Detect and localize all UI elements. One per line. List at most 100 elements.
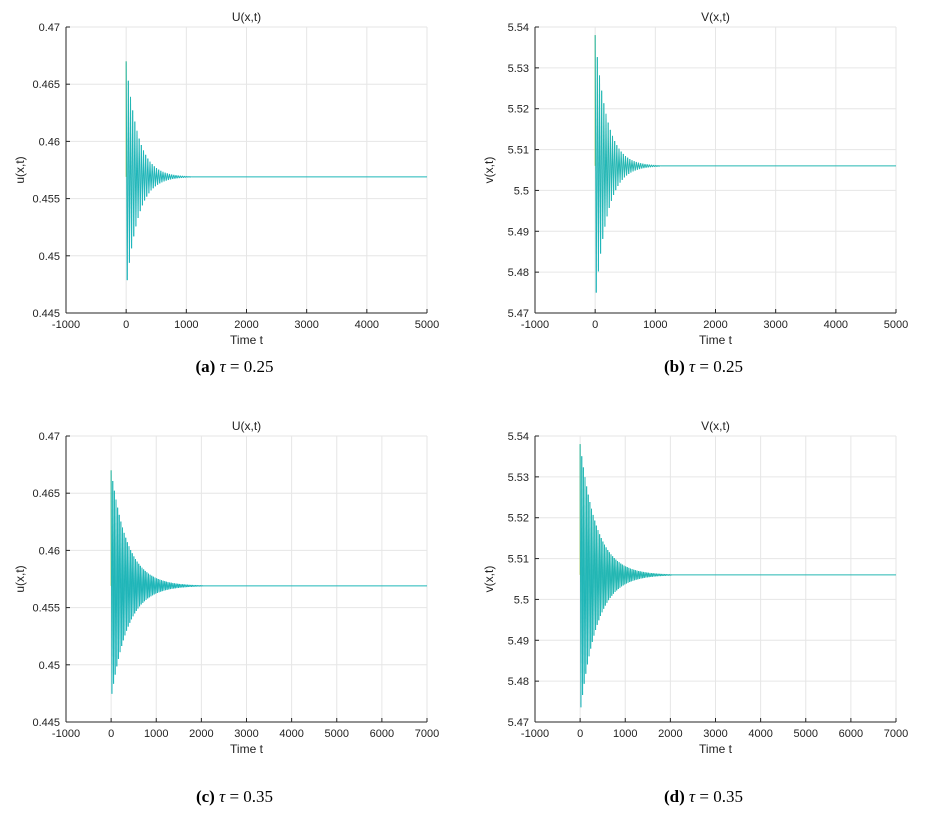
x-tick-label-c-4: 3000 — [234, 728, 258, 740]
caption-b: (b) τ = 0.25 — [469, 357, 938, 377]
x-tick-label-c-8: 7000 — [415, 728, 439, 740]
x-tick-label-b-3: 2000 — [703, 319, 727, 331]
chart-a-svg: -1000 0 1000 2000 3000 4000 5000 0.445 0.45 0.455… — [13, 10, 439, 347]
x-tick-label-a-0: -1000 — [52, 319, 80, 331]
y-tick-label-c-0: 0.445 — [32, 717, 60, 729]
y-tick-label-d-0: 5.47 — [508, 717, 529, 729]
y-tick-label-b-5: 5.52 — [508, 104, 529, 116]
series-segment-b — [658, 165, 661, 167]
x-tick-label-a-5: 4000 — [355, 319, 379, 331]
chart-d-svg: -1000 0 1000 2000 3000 4000 5000 6000 7000 5.47 5.… — [482, 419, 908, 756]
y-tick-label-b-3: 5.5 — [514, 185, 529, 197]
x-tick-label-d-7: 6000 — [839, 728, 863, 740]
series-segment-a — [189, 176, 192, 178]
x-tick-label-c-7: 6000 — [370, 728, 394, 740]
x-tick-label-b-5: 4000 — [824, 319, 848, 331]
caption-b-symbol: τ — [689, 357, 696, 376]
series-segment-c — [201, 585, 204, 587]
chart-panel-b: -1000 0 1000 2000 3000 4000 5000 5.47 5.48 5.49 5.… — [469, 0, 938, 409]
y-axis-label-b: v(x,t) — [482, 157, 496, 184]
y-tick-label-a-1: 0.45 — [39, 251, 60, 263]
y-tick-label-a-4: 0.465 — [32, 79, 60, 91]
caption-a: (a) τ = 0.25 — [0, 357, 469, 377]
x-tick-label-a-2: 1000 — [174, 319, 198, 331]
chart-panel-a: -1000 0 1000 2000 3000 4000 5000 0.445 0.45 0.455… — [0, 0, 469, 409]
y-tick-label-d-3: 5.5 — [514, 594, 529, 606]
chart-panel-c: -1000 0 1000 2000 3000 4000 5000 6000 7000 0.445 0… — [0, 409, 469, 818]
x-tick-label-a-3: 2000 — [234, 319, 258, 331]
y-tick-label-a-3: 0.46 — [39, 136, 60, 148]
y-tick-label-c-5: 0.47 — [39, 431, 60, 443]
series-b — [594, 35, 896, 293]
y-tick-label-d-6: 5.53 — [508, 472, 529, 484]
x-tick-label-c-0: -1000 — [52, 728, 80, 740]
caption-c-value: = 0.35 — [225, 787, 274, 806]
x-tick-label-d-1: 0 — [577, 728, 583, 740]
series-c — [110, 470, 427, 694]
caption-d: (d) τ = 0.35 — [469, 787, 938, 807]
caption-d-label: (d) — [664, 787, 685, 806]
y-tick-label-b-0: 5.47 — [508, 308, 529, 320]
y-tick-label-a-0: 0.445 — [32, 308, 60, 320]
x-tick-label-d-8: 7000 — [884, 728, 908, 740]
x-tick-label-d-3: 2000 — [658, 728, 682, 740]
y-tick-label-b-2: 5.49 — [508, 226, 529, 238]
y-tick-label-a-5: 0.47 — [39, 22, 60, 34]
x-axis-label-b: Time t — [699, 333, 733, 347]
series-segment-a — [188, 175, 191, 178]
caption-d-value: = 0.35 — [695, 787, 743, 806]
caption-d-symbol: τ — [689, 787, 696, 806]
y-tick-label-c-2: 0.455 — [32, 603, 60, 615]
y-tick-label-b-1: 5.48 — [508, 267, 529, 279]
y-tick-label-c-3: 0.46 — [39, 545, 60, 557]
x-tick-label-a-4: 3000 — [294, 319, 318, 331]
series-d — [579, 444, 896, 708]
chart-c-svg: -1000 0 1000 2000 3000 4000 5000 6000 7000 0.445 0… — [13, 419, 439, 756]
chart-title-b: V(x,t) — [701, 10, 730, 24]
chart-title-c: U(x,t) — [232, 419, 261, 433]
y-tick-label-c-1: 0.45 — [39, 660, 60, 672]
y-tick-label-c-4: 0.465 — [32, 488, 60, 500]
y-tick-label-d-4: 5.51 — [508, 554, 529, 566]
series-segment-d — [670, 574, 673, 576]
x-tick-label-b-6: 5000 — [884, 319, 908, 331]
x-axis-label-c: Time t — [230, 742, 264, 756]
caption-b-value: = 0.25 — [695, 357, 743, 376]
x-tick-label-b-1: 0 — [592, 319, 598, 331]
x-axis-label-d: Time t — [699, 742, 733, 756]
x-tick-label-d-2: 1000 — [613, 728, 637, 740]
x-tick-label-c-2: 1000 — [144, 728, 168, 740]
chart-title-a: U(x,t) — [232, 10, 261, 24]
caption-a-symbol: τ — [219, 357, 226, 376]
x-tick-label-a-1: 0 — [123, 319, 129, 331]
caption-a-value: = 0.25 — [225, 357, 274, 376]
x-tick-label-c-1: 0 — [108, 728, 114, 740]
caption-c-symbol: τ — [219, 787, 226, 806]
y-tick-label-b-7: 5.54 — [508, 22, 529, 34]
x-tick-label-d-0: -1000 — [521, 728, 549, 740]
x-tick-label-d-4: 3000 — [703, 728, 727, 740]
y-tick-label-a-2: 0.455 — [32, 194, 60, 206]
y-axis-label-d: v(x,t) — [482, 566, 496, 593]
x-tick-label-d-5: 4000 — [748, 728, 772, 740]
caption-c-label: (c) — [195, 787, 215, 806]
y-tick-label-d-1: 5.48 — [508, 676, 529, 688]
x-tick-label-c-6: 5000 — [325, 728, 349, 740]
y-tick-label-d-2: 5.49 — [508, 635, 529, 647]
series-a — [125, 61, 427, 281]
caption-b-label: (b) — [664, 357, 685, 376]
y-tick-label-b-6: 5.53 — [508, 63, 529, 75]
chart-title-d: V(x,t) — [701, 419, 730, 433]
x-tick-label-a-6: 5000 — [415, 319, 439, 331]
caption-a-label: (a) — [195, 357, 216, 376]
chart-panel-d: -1000 0 1000 2000 3000 4000 5000 6000 7000 5.47 5.… — [469, 409, 938, 818]
y-axis-label-a: u(x,t) — [13, 156, 27, 183]
x-tick-label-b-2: 1000 — [643, 319, 667, 331]
x-tick-label-c-3: 2000 — [189, 728, 213, 740]
x-axis-label-a: Time t — [230, 333, 264, 347]
x-tick-label-b-4: 3000 — [763, 319, 787, 331]
x-tick-label-d-6: 5000 — [794, 728, 818, 740]
y-tick-label-d-7: 5.54 — [508, 431, 529, 443]
x-tick-label-c-5: 4000 — [279, 728, 303, 740]
caption-c: (c) τ = 0.35 — [0, 787, 469, 807]
